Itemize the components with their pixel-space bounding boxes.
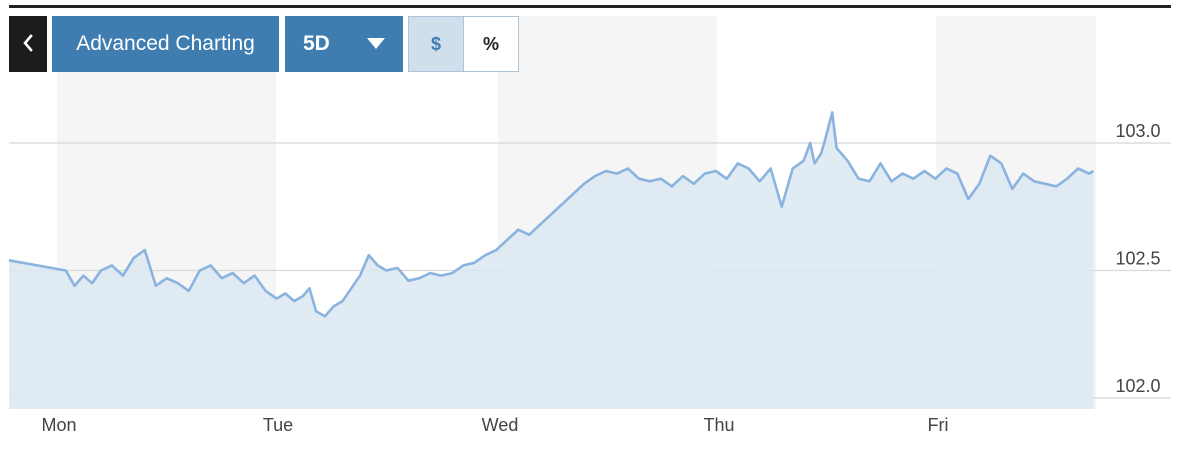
advanced-charting-button[interactable]: Advanced Charting [52,16,279,72]
chevron-left-icon [21,33,35,56]
caret-down-icon [367,38,385,49]
top-rule [9,5,1171,8]
x-tick-label: Wed [482,415,519,435]
y-tick-label: 102.5 [1115,249,1160,269]
price-line [8,111,1095,318]
x-tick-label: Fri [928,415,949,435]
back-button[interactable] [9,16,47,72]
unit-percent-button[interactable]: % [464,17,518,71]
x-tick-label: Tue [263,415,293,435]
x-tick-label: Mon [41,415,76,435]
y-tick-label: 103.0 [1115,121,1160,141]
unit-toggle: $ % [408,16,519,72]
range-dropdown[interactable]: 5D [285,16,403,72]
unit-dollar-button[interactable]: $ [409,17,464,71]
y-tick-label: 102.0 [1115,376,1160,396]
x-tick-label: Thu [703,415,734,435]
price-area [9,112,1094,410]
range-label: 5D [303,32,330,55]
x-axis: Mon Tue Wed Thu Fri [41,415,948,435]
y-axis: 102.0 102.5 103.0 [1115,121,1160,396]
